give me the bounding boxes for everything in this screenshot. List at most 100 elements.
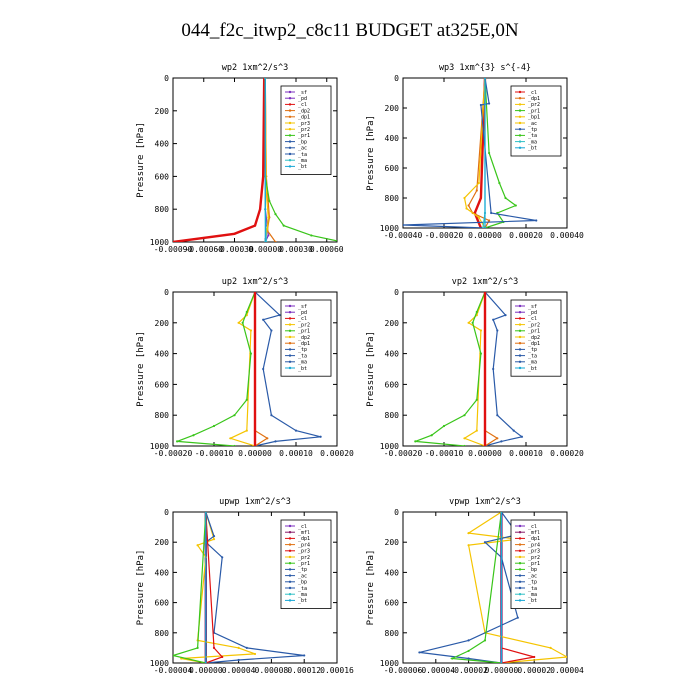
series-group xyxy=(414,292,524,446)
series-point xyxy=(264,78,267,80)
series-point xyxy=(249,352,252,355)
legend-marker xyxy=(288,323,292,326)
y-tick-label: 0 xyxy=(164,74,169,83)
legend-label: _cl xyxy=(298,316,307,322)
series-point xyxy=(479,196,482,200)
legend-marker xyxy=(518,586,522,590)
legend-label: _dp1 xyxy=(528,536,540,542)
series-point xyxy=(451,657,454,660)
series-point xyxy=(498,181,501,185)
legend-marker xyxy=(518,115,522,119)
series-point xyxy=(467,544,470,547)
series-point xyxy=(492,367,495,371)
series-point xyxy=(490,211,493,215)
series-point xyxy=(492,318,495,321)
legend-marker xyxy=(288,524,292,528)
legend-label: _pr1 xyxy=(528,561,540,567)
series-point xyxy=(204,512,207,514)
legend-marker xyxy=(288,134,292,137)
legend-label: _bp xyxy=(528,567,537,573)
series-point xyxy=(253,444,257,446)
series-point xyxy=(403,223,405,227)
series-point xyxy=(496,437,499,440)
legend-label: _bt xyxy=(528,598,537,604)
series-point xyxy=(500,661,503,663)
y-tick-label: 800 xyxy=(155,629,170,638)
y-tick-label: 200 xyxy=(155,107,170,116)
legend-label: _sf xyxy=(298,304,307,310)
legend-marker xyxy=(518,329,522,332)
legend-marker xyxy=(288,549,292,552)
legend-marker xyxy=(518,323,522,326)
legend-marker xyxy=(288,354,292,357)
legend-label: _pr2 xyxy=(528,102,540,108)
legend-label: _sf xyxy=(528,304,537,310)
series-point xyxy=(442,424,446,428)
legend-label: _bt xyxy=(298,598,307,604)
series-point xyxy=(267,234,270,237)
series-point xyxy=(262,367,265,371)
series-point xyxy=(430,434,433,437)
y-tick-label: 400 xyxy=(385,568,400,577)
legend-marker xyxy=(288,366,292,370)
legend-label: _bp1 xyxy=(528,115,540,121)
legend-label: _ac xyxy=(528,573,537,579)
y-tick-label: 400 xyxy=(385,350,400,359)
series-point xyxy=(496,329,499,332)
chart-panel-4: vp2 1xm^2/s^3 Pressure [hPa] 0 200 400 600 800… xyxy=(366,277,584,458)
legend-marker xyxy=(288,103,292,106)
x-tick-label: -0.00030 xyxy=(215,245,254,254)
series-point xyxy=(262,175,265,178)
series-point xyxy=(249,329,252,332)
legend-label: _pd xyxy=(298,96,307,102)
x-tick-label: 0.00020 xyxy=(509,231,543,240)
series-line-dp1 xyxy=(484,292,499,446)
legend-marker xyxy=(518,531,522,534)
plot-frame xyxy=(172,511,338,664)
series-point xyxy=(229,437,232,440)
legend-label: _pr2 xyxy=(528,322,540,328)
x-tick-label: 0.00030 xyxy=(279,245,313,254)
series-point xyxy=(481,226,485,228)
x-tick-label: -0.00002 xyxy=(449,666,488,675)
legend-label: _cl xyxy=(528,90,537,96)
legend-marker xyxy=(288,115,292,119)
y-tick-label: 600 xyxy=(385,164,400,173)
x-tick-label: 0.00000 xyxy=(468,231,502,240)
legend-marker xyxy=(518,109,522,112)
legend-marker xyxy=(288,109,292,112)
series-point xyxy=(173,654,175,657)
legend-label: _bt xyxy=(298,164,307,170)
plot-frame xyxy=(402,511,568,664)
series-point xyxy=(463,444,466,446)
series-point xyxy=(196,544,199,547)
legend-label: _ta xyxy=(528,586,537,592)
series-point xyxy=(268,199,271,203)
chart-panel-1: wp2 1xm^2/s^3 Pressure [hPa] 0 200 400 600 800… xyxy=(136,63,344,254)
legend-label: _mfl xyxy=(298,530,310,536)
series-point xyxy=(266,437,269,440)
series-point xyxy=(463,196,466,200)
series-point xyxy=(488,102,491,105)
legend-label: _pd xyxy=(528,310,537,316)
legend-label: _pr1 xyxy=(298,329,310,335)
legend-marker xyxy=(288,146,292,149)
legend-marker xyxy=(518,543,522,546)
panel-title: vp2 1xm^2/s^3 xyxy=(452,277,519,287)
series-group xyxy=(173,512,306,663)
series-point xyxy=(477,216,480,219)
series-line-pr1 xyxy=(176,292,256,446)
series-point xyxy=(535,219,538,222)
legend-marker xyxy=(518,360,522,363)
series-point xyxy=(294,429,298,432)
legend-marker xyxy=(288,593,292,596)
y-tick-label: 1000 xyxy=(150,442,169,451)
legend-marker xyxy=(288,329,292,332)
series-point xyxy=(512,429,515,432)
series-point xyxy=(274,240,277,242)
x-tick-label: 0.00040 xyxy=(550,231,584,240)
legend-marker xyxy=(518,103,522,106)
chart-panel-5: upwp 1xm^2/s^3 Pressure [hPa] 0 200 400 600 80… xyxy=(136,497,354,675)
panel-title: upwp 1xm^2/s^3 xyxy=(219,497,291,507)
legend-label: _dp1 xyxy=(298,115,310,121)
